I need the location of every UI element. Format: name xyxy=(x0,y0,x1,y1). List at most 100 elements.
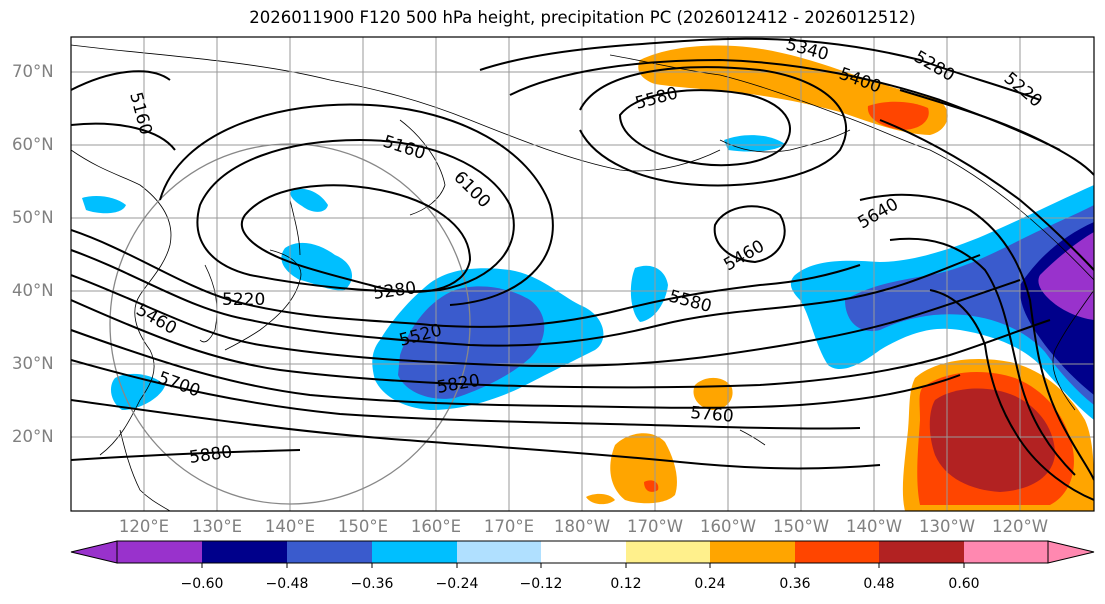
contour-east-5 xyxy=(899,89,1094,176)
coast-siberia xyxy=(71,44,471,121)
lon-label: 130°E xyxy=(191,517,243,536)
height-contours xyxy=(71,37,1094,501)
colorbar-tick-label: −0.24 xyxy=(435,576,479,592)
map-title: 2026011900 F120 500 hPa height, precipit… xyxy=(249,8,916,27)
lon-label: 170°E xyxy=(483,517,535,536)
contour-label: 5220 xyxy=(1000,69,1046,112)
contour-line-5700 xyxy=(71,299,1051,389)
colorbar-tick-label: 0.12 xyxy=(610,576,642,592)
colorbar-tick-label: 0.48 xyxy=(863,576,895,592)
contour-ridge-2 xyxy=(579,66,847,187)
precip-area-central-orange xyxy=(610,433,677,504)
precipitation-shading xyxy=(82,45,1094,511)
colorbar-swatch xyxy=(287,541,372,563)
contour-label: 5700 xyxy=(155,368,202,402)
lon-label: 130°W xyxy=(918,517,976,536)
lat-label: 30°N xyxy=(12,354,54,373)
precip-area-npac-east xyxy=(630,265,668,322)
lat-label: 40°N xyxy=(12,281,54,300)
lon-label: 140°W xyxy=(845,517,903,536)
contour-label: 5880 xyxy=(188,442,234,468)
contour-low-outer-2 xyxy=(159,103,554,306)
coast-alaska-peninsula xyxy=(719,129,851,153)
contour-label: 5280 xyxy=(372,278,418,304)
contour-label: 5220 xyxy=(222,290,265,310)
contour-label: 5160 xyxy=(125,90,156,137)
lat-label: 70°N xyxy=(12,62,54,81)
contour-low-outer-1 xyxy=(196,138,515,293)
precip-area-sw-darkred xyxy=(929,388,1055,492)
colorbar-tick-label: 0.36 xyxy=(779,576,811,592)
contour-arctic-1 xyxy=(479,37,1041,101)
coast-asia xyxy=(71,149,172,456)
contour-line-5580 xyxy=(71,249,981,347)
colorbar-extend-left xyxy=(70,540,118,564)
lon-label: 120°W xyxy=(991,517,1049,536)
colorbar-tick-label: −0.48 xyxy=(265,576,309,592)
lon-label: 180°W xyxy=(553,517,611,536)
colorbar-swatch xyxy=(964,541,1048,563)
precip-area-east-band-core xyxy=(1038,232,1094,320)
contour-line-5760 xyxy=(71,329,961,409)
precip-area-npac-mid xyxy=(398,286,545,399)
map-frame xyxy=(70,36,1095,512)
contour-label: 5160 xyxy=(380,132,427,164)
contour-line-5520 xyxy=(71,229,861,328)
colorbar-extend-right xyxy=(1047,540,1095,564)
colorbar-swatch xyxy=(541,541,626,563)
coastlines xyxy=(71,44,1094,511)
colorbar-swatch xyxy=(457,541,541,563)
colorbar xyxy=(70,540,1095,568)
contour-ridge-1 xyxy=(618,89,791,167)
precip-area-japan-blob xyxy=(281,242,353,291)
coast-philippines xyxy=(119,429,171,511)
lon-label: 170°W xyxy=(626,517,684,536)
contour-west-2 xyxy=(71,70,171,91)
lon-label: 140°E xyxy=(264,517,316,536)
coast-aleutians xyxy=(469,119,721,172)
contour-label: 5280 xyxy=(911,47,958,86)
colorbar-tick-label: 0.24 xyxy=(694,576,726,592)
contour-line-south xyxy=(71,449,301,461)
colorbar-tick-label: −0.60 xyxy=(180,576,224,592)
colorbar-swatch xyxy=(117,541,202,563)
precip-area-small-orange xyxy=(586,493,615,505)
lon-label: 120°E xyxy=(118,517,170,536)
colorbar-swatch xyxy=(626,541,710,563)
contour-east-3 xyxy=(929,289,1094,501)
lon-label: 160°W xyxy=(699,517,757,536)
colorbar-swatch xyxy=(710,541,795,563)
lat-label: 20°N xyxy=(12,427,54,446)
coast-north-america-west xyxy=(1052,289,1094,411)
precip-area-manchuria xyxy=(82,196,126,214)
colorbar-tick-label: −0.12 xyxy=(519,576,563,592)
contour-label: 6100 xyxy=(449,167,494,212)
contour-line-5880 xyxy=(71,399,881,470)
graticule xyxy=(71,37,1094,511)
colorbar-swatch xyxy=(795,541,879,563)
contour-east-2 xyxy=(889,237,1076,476)
lat-label: 50°N xyxy=(12,208,54,227)
coast-korea xyxy=(199,264,218,343)
contour-label: 5580 xyxy=(633,83,680,114)
lon-label: 150°E xyxy=(337,517,389,536)
coast-sakhalin xyxy=(289,199,301,256)
contour-east-1 xyxy=(859,193,1094,481)
contour-label: 5760 xyxy=(690,403,735,427)
lon-label: 150°W xyxy=(772,517,830,536)
colorbar-tick-label: 0.60 xyxy=(948,576,980,592)
precip-area-east-band-mid xyxy=(845,205,1094,405)
colorbar-outline xyxy=(116,540,1049,564)
lon-label: 160°E xyxy=(410,517,462,536)
coast-kamchatka xyxy=(399,119,446,216)
precip-area-okhotsk xyxy=(290,188,328,212)
contour-line-5640 xyxy=(71,274,1021,368)
contour-trough-low xyxy=(713,205,786,264)
contour-east-4 xyxy=(879,119,1094,271)
colorbar-tick-label: −0.36 xyxy=(350,576,394,592)
contour-west-1 xyxy=(71,122,176,151)
reference-circle xyxy=(109,143,471,505)
precip-area-bering xyxy=(724,135,785,152)
colorbar-swatch xyxy=(202,541,287,563)
